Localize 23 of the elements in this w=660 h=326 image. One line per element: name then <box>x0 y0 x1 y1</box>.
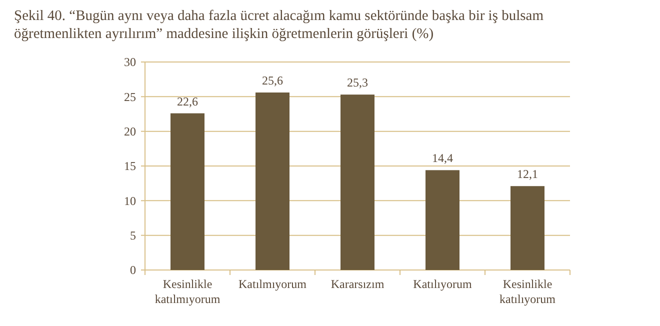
bar <box>256 92 290 270</box>
y-tick-label: 10 <box>124 194 136 208</box>
y-tick-label: 30 <box>124 55 136 70</box>
y-tick-label: 0 <box>130 263 136 278</box>
data-label: 12,1 <box>517 167 538 182</box>
y-tick-label: 25 <box>124 90 136 104</box>
chart-title: Şekil 40. “Bugün aynı veya daha fazla ücret alacağım kamu sektöründe başka bir iş bulsam öğretmenlikten ayrılırım” maddesine ilişkin öğretmenlerin görüşleri (%) <box>14 8 544 42</box>
data-label: 25,6 <box>262 74 283 88</box>
bar <box>340 94 374 270</box>
data-label: 25,3 <box>347 76 368 90</box>
data-label: 22,6 <box>177 94 198 108</box>
bar <box>510 186 544 270</box>
x-tick-label: Kararsızım <box>330 277 385 291</box>
y-tick-label: 5 <box>130 228 136 243</box>
x-tick-label: Kesinlikle katılmıyorum <box>154 277 221 306</box>
bar <box>426 170 460 270</box>
y-tick-label: 15 <box>124 159 136 174</box>
x-tick-label: Katılıyorum <box>413 277 472 291</box>
bar <box>170 113 204 270</box>
x-tick-label: Katılmıyorum <box>238 277 308 291</box>
data-label: 14,4 <box>432 151 453 166</box>
y-tick-label: 20 <box>124 124 136 139</box>
x-tick-label: Kesinlikle katılıyorum <box>500 277 556 306</box>
